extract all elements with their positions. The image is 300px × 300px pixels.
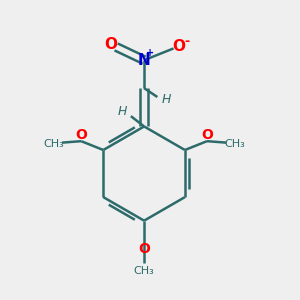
Text: O: O — [104, 37, 117, 52]
Text: O: O — [201, 128, 213, 142]
Text: N: N — [138, 53, 151, 68]
Text: CH₃: CH₃ — [43, 139, 64, 149]
Text: O: O — [172, 39, 185, 54]
Text: H: H — [117, 105, 127, 118]
Text: -: - — [184, 34, 189, 48]
Text: H: H — [161, 93, 171, 106]
Text: CH₃: CH₃ — [134, 266, 154, 276]
Text: +: + — [146, 48, 154, 58]
Text: CH₃: CH₃ — [225, 139, 245, 149]
Text: O: O — [75, 128, 87, 142]
Text: O: O — [138, 242, 150, 256]
